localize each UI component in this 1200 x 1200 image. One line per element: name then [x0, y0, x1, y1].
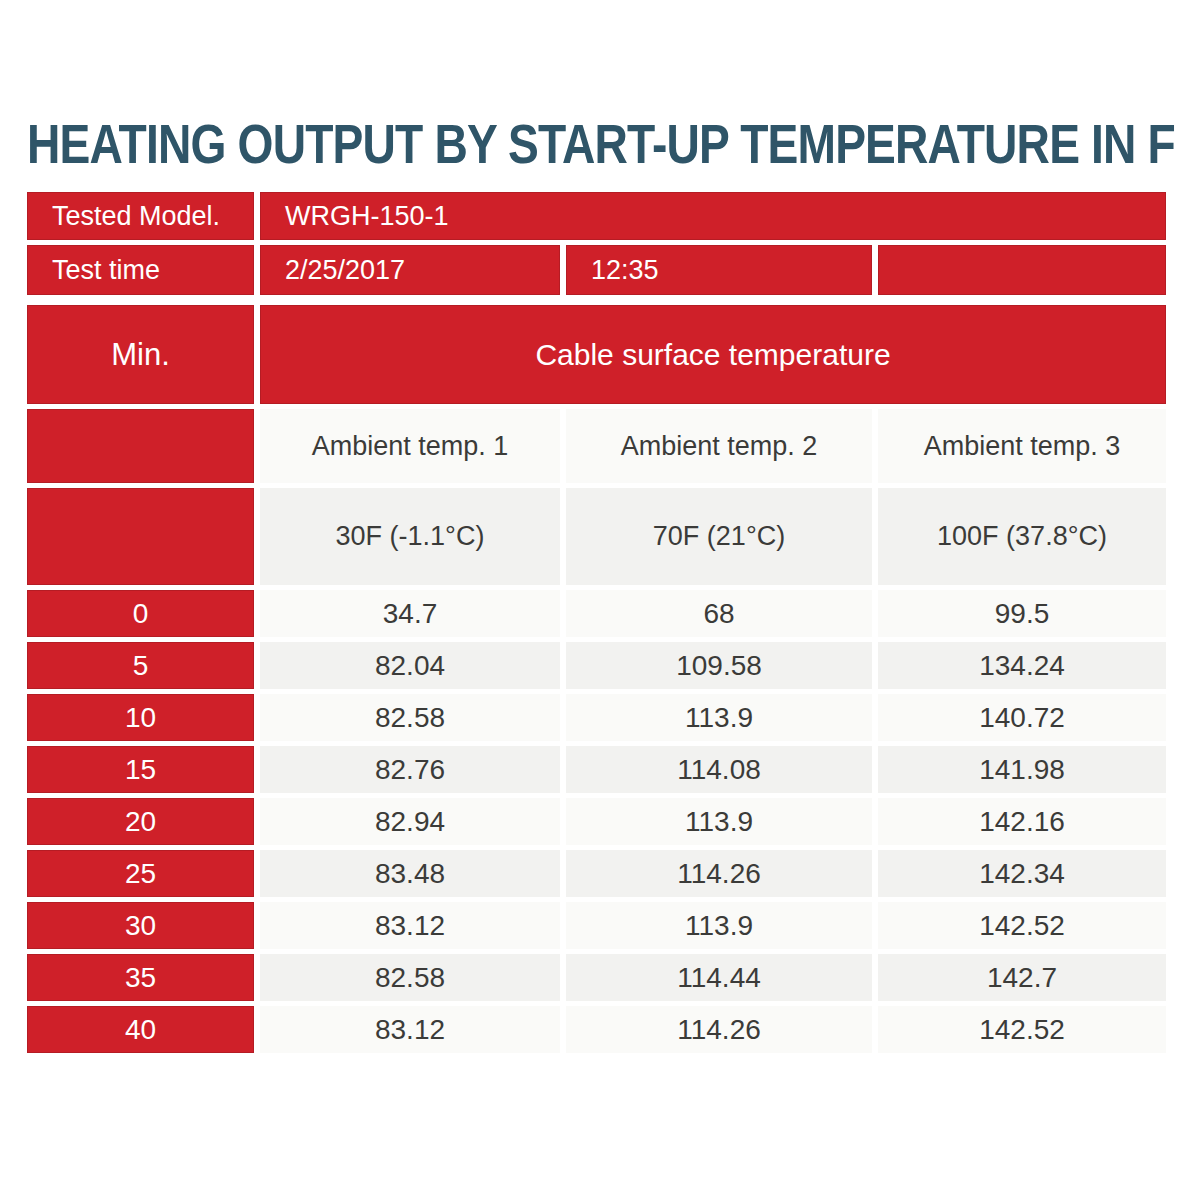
value-cell-ambient-2: 114.26	[566, 850, 872, 897]
value-cell-ambient-3: 142.16	[878, 798, 1166, 845]
value-cell-ambient-1: 34.7	[260, 590, 560, 637]
tested-model-label-cell: Tested Model.	[27, 192, 254, 240]
empty-cell	[27, 488, 254, 585]
value-cell-ambient-2: 114.26	[566, 1006, 872, 1053]
value-cell-ambient-2: 114.08	[566, 746, 872, 793]
value-cell-ambient-1: 83.12	[260, 902, 560, 949]
value-cell-ambient-3: 134.24	[878, 642, 1166, 689]
startup-temp-2-cell: 70F (21°C)	[566, 488, 872, 585]
minute-cell: 15	[27, 746, 254, 793]
tested-model-value-cell: WRGH-150-1	[260, 192, 1166, 240]
minute-cell: 25	[27, 850, 254, 897]
minute-cell: 40	[27, 1006, 254, 1053]
minute-cell: 20	[27, 798, 254, 845]
min-header-cell: Min.	[27, 305, 254, 404]
minute-cell: 5	[27, 642, 254, 689]
startup-temp-3-cell: 100F (37.8°C)	[878, 488, 1166, 585]
value-cell-ambient-2: 113.9	[566, 798, 872, 845]
test-time-label-cell: Test time	[27, 245, 254, 295]
value-cell-ambient-2: 113.9	[566, 902, 872, 949]
minute-cell: 35	[27, 954, 254, 1001]
test-clock-cell: 12:35	[566, 245, 872, 295]
value-cell-ambient-1: 82.94	[260, 798, 560, 845]
value-cell-ambient-2: 113.9	[566, 694, 872, 741]
empty-cell	[27, 409, 254, 483]
startup-temp-1-cell: 30F (-1.1°C)	[260, 488, 560, 585]
page-title: HEATING OUTPUT BY START-UP TEMPERATURE I…	[27, 114, 1175, 175]
test-date-cell: 2/25/2017	[260, 245, 560, 295]
minute-cell: 0	[27, 590, 254, 637]
value-cell-ambient-2: 114.44	[566, 954, 872, 1001]
value-cell-ambient-3: 142.52	[878, 1006, 1166, 1053]
value-cell-ambient-3: 141.98	[878, 746, 1166, 793]
minute-cell: 30	[27, 902, 254, 949]
info-table: Tested Model. WRGH-150-1 Test time 2/25/…	[27, 192, 1166, 295]
surface-temp-header-cell: Cable surface temperature	[260, 305, 1166, 404]
value-cell-ambient-1: 82.58	[260, 954, 560, 1001]
value-cell-ambient-1: 82.76	[260, 746, 560, 793]
value-cell-ambient-1: 83.12	[260, 1006, 560, 1053]
value-cell-ambient-3: 140.72	[878, 694, 1166, 741]
value-cell-ambient-1: 82.04	[260, 642, 560, 689]
value-cell-ambient-3: 99.5	[878, 590, 1166, 637]
page: HEATING OUTPUT BY START-UP TEMPERATURE I…	[0, 0, 1200, 1200]
empty-cell	[878, 245, 1166, 295]
value-cell-ambient-3: 142.7	[878, 954, 1166, 1001]
ambient-temp-1-header-cell: Ambient temp. 1	[260, 409, 560, 483]
value-cell-ambient-3: 142.34	[878, 850, 1166, 897]
ambient-temp-3-header-cell: Ambient temp. 3	[878, 409, 1166, 483]
value-cell-ambient-2: 109.58	[566, 642, 872, 689]
value-cell-ambient-2: 68	[566, 590, 872, 637]
ambient-temp-2-header-cell: Ambient temp. 2	[566, 409, 872, 483]
value-cell-ambient-3: 142.52	[878, 902, 1166, 949]
value-cell-ambient-1: 82.58	[260, 694, 560, 741]
minute-cell: 10	[27, 694, 254, 741]
value-cell-ambient-1: 83.48	[260, 850, 560, 897]
data-table: Min. Cable surface temperature Ambient t…	[27, 305, 1166, 1053]
